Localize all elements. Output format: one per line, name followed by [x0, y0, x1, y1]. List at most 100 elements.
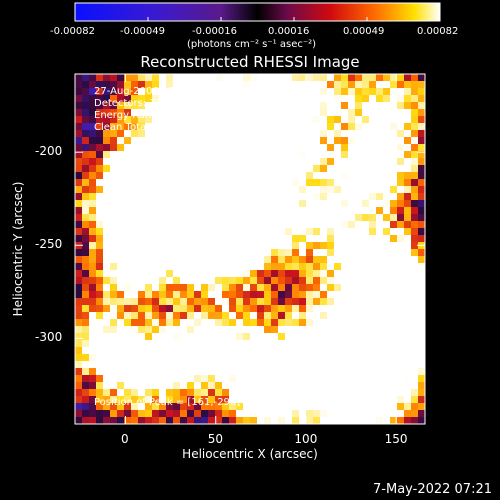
- heatmap-cell: [278, 88, 286, 96]
- heatmap-cell: [180, 326, 188, 334]
- heatmap-cell: [89, 228, 97, 236]
- heatmap-cell: [103, 109, 111, 117]
- heatmap-cell: [222, 375, 230, 383]
- heatmap-cell: [320, 207, 328, 215]
- heatmap-cell: [208, 396, 216, 404]
- heatmap-cell: [348, 347, 356, 355]
- heatmap-cell: [306, 410, 314, 418]
- heatmap-cell: [236, 340, 244, 348]
- heatmap-cell: [404, 74, 412, 82]
- heatmap-cell: [138, 270, 146, 278]
- heatmap-cell: [369, 214, 377, 222]
- heatmap-cell: [271, 396, 279, 404]
- heatmap-cell: [166, 326, 174, 334]
- heatmap-cell: [348, 151, 356, 159]
- heatmap-cell: [306, 396, 314, 404]
- heatmap-cell: [327, 270, 335, 278]
- heatmap-cell: [145, 242, 153, 250]
- heatmap-cell: [159, 95, 167, 103]
- heatmap-cell: [173, 319, 181, 327]
- heatmap-cell: [117, 130, 125, 138]
- heatmap-cell: [348, 298, 356, 306]
- heatmap-cell: [362, 403, 370, 411]
- heatmap-cell: [369, 389, 377, 397]
- heatmap-cell: [75, 172, 83, 180]
- heatmap-cell: [215, 158, 223, 166]
- heatmap-cell: [110, 298, 118, 306]
- heatmap-cell: [110, 319, 118, 327]
- heatmap-cell: [187, 242, 195, 250]
- heatmap-cell: [397, 319, 405, 327]
- heatmap-cell: [327, 389, 335, 397]
- heatmap-cell: [327, 298, 335, 306]
- heatmap-cell: [82, 214, 90, 222]
- heatmap-cell: [110, 165, 118, 173]
- heatmap-cell: [236, 144, 244, 152]
- heatmap-cell: [159, 277, 167, 285]
- heatmap-cell: [250, 74, 258, 82]
- heatmap-cell: [180, 144, 188, 152]
- heatmap-cell: [334, 116, 342, 124]
- heatmap-cell: [285, 368, 293, 376]
- heatmap-cell: [271, 88, 279, 96]
- heatmap-cell: [355, 95, 363, 103]
- heatmap-cell: [313, 340, 321, 348]
- heatmap-cell: [334, 88, 342, 96]
- heatmap-cell: [194, 340, 202, 348]
- heatmap-cell: [131, 389, 139, 397]
- heatmap-cell: [264, 389, 272, 397]
- heatmap-cell: [243, 333, 251, 341]
- heatmap-cell: [369, 263, 377, 271]
- heatmap-cell: [257, 403, 265, 411]
- heatmap-cell: [75, 228, 83, 236]
- heatmap-cell: [103, 228, 111, 236]
- heatmap-cell: [369, 151, 377, 159]
- heatmap-cell: [376, 193, 384, 201]
- heatmap-cell: [397, 298, 405, 306]
- heatmap-cell: [110, 200, 118, 208]
- heatmap-cell: [159, 123, 167, 131]
- heatmap-cell: [194, 333, 202, 341]
- heatmap-cell: [75, 361, 83, 369]
- heatmap-cell: [271, 228, 279, 236]
- heatmap-cell: [348, 417, 356, 425]
- heatmap-cell: [383, 207, 391, 215]
- heatmap-cell: [166, 263, 174, 271]
- heatmap-cell: [369, 410, 377, 418]
- heatmap-cell: [299, 410, 307, 418]
- heatmap-cell: [89, 214, 97, 222]
- heatmap-cell: [138, 277, 146, 285]
- heatmap-cell: [257, 256, 265, 264]
- heatmap-cell: [96, 74, 104, 82]
- heatmap-cell: [229, 340, 237, 348]
- heatmap-cell: [411, 144, 419, 152]
- heatmap-cell: [348, 165, 356, 173]
- heatmap-cell: [194, 354, 202, 362]
- heatmap-cell: [103, 298, 111, 306]
- heatmap-cell: [376, 123, 384, 131]
- heatmap-cell: [173, 263, 181, 271]
- heatmap-cell: [320, 410, 328, 418]
- heatmap-cell: [117, 389, 125, 397]
- heatmap-cell: [173, 403, 181, 411]
- heatmap-cell: [96, 312, 104, 320]
- heatmap-cell: [278, 291, 286, 299]
- heatmap-cell: [138, 291, 146, 299]
- heatmap-cell: [411, 298, 419, 306]
- heatmap-cell: [103, 151, 111, 159]
- heatmap-cell: [222, 382, 230, 390]
- heatmap-cell: [341, 214, 349, 222]
- heatmap-cell: [404, 270, 412, 278]
- heatmap-cell: [313, 312, 321, 320]
- heatmap-cell: [82, 186, 90, 194]
- heatmap-cell: [299, 130, 307, 138]
- heatmap-cell: [348, 249, 356, 257]
- heatmap-cell: [124, 256, 132, 264]
- heatmap-cell: [180, 368, 188, 376]
- heatmap-cell: [131, 417, 139, 425]
- heatmap-cell: [201, 375, 209, 383]
- heatmap-cell: [201, 193, 209, 201]
- heatmap-cell: [369, 298, 377, 306]
- heatmap-cell: [271, 340, 279, 348]
- heatmap-cell: [124, 403, 132, 411]
